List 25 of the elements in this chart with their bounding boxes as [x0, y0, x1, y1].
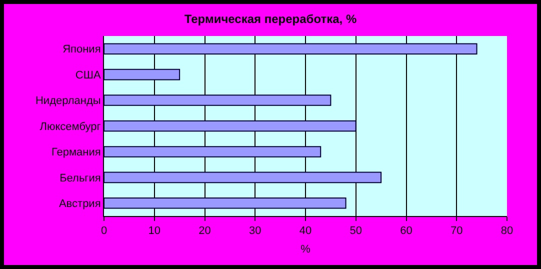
x-tick-label: 80 — [500, 225, 514, 238]
bar — [104, 120, 356, 132]
bar — [104, 43, 478, 54]
x-tick-label: 10 — [148, 225, 161, 238]
x-tick-label: 0 — [100, 225, 108, 238]
x-tick-label: 40 — [299, 225, 312, 238]
y-tick-label: Австрия — [58, 198, 101, 210]
bar — [104, 198, 346, 209]
y-tick-label: Нидерланды — [35, 95, 101, 108]
x-tick-label: 50 — [350, 225, 362, 238]
y-tick-label: Люксембург — [40, 120, 101, 133]
x-tick-label: 60 — [400, 225, 412, 238]
x-tick-label: 30 — [249, 225, 262, 238]
bar — [104, 172, 382, 184]
x-tick-label: 20 — [198, 225, 211, 238]
bar — [104, 68, 180, 80]
y-tick-label: США — [75, 69, 102, 82]
y-tick-label: Бельгия — [60, 172, 101, 184]
x-axis-title: % — [300, 243, 311, 256]
x-tick-label: 70 — [450, 225, 463, 238]
y-tick-label: Германия — [51, 146, 101, 159]
bar — [104, 94, 332, 106]
y-tick-label: Япония — [62, 44, 101, 56]
bar — [104, 146, 322, 158]
chart-title: Термическая переработка, % — [184, 12, 357, 26]
